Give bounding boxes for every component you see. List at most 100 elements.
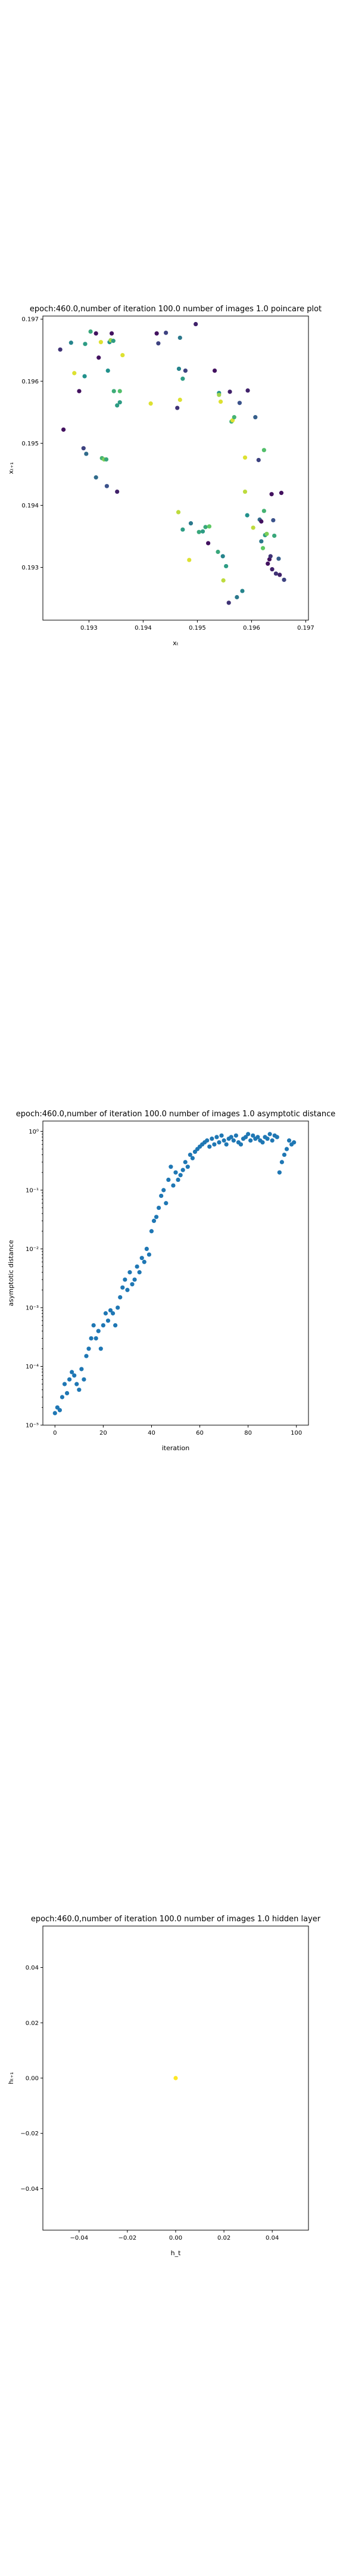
data-point xyxy=(164,1201,169,1206)
data-point xyxy=(125,1287,130,1292)
data-point xyxy=(132,1277,137,1282)
data-point xyxy=(265,1137,270,1141)
data-point xyxy=(277,1170,282,1175)
data-point xyxy=(173,2076,178,2080)
data-point xyxy=(273,571,278,576)
data-point xyxy=(175,405,180,410)
data-point xyxy=(127,1270,132,1275)
x-tick-label: 40 xyxy=(148,1430,155,1436)
data-point xyxy=(277,572,282,577)
y-tick-label: −0.04 xyxy=(20,2186,39,2193)
data-point xyxy=(164,330,169,335)
data-point xyxy=(120,352,125,358)
data-point xyxy=(220,554,225,559)
data-point xyxy=(82,1377,86,1382)
x-tick-label: 0.02 xyxy=(217,2235,230,2241)
data-point xyxy=(197,530,201,534)
data-point xyxy=(264,531,269,536)
data-point xyxy=(286,1138,292,1143)
data-point xyxy=(111,339,116,343)
data-point xyxy=(270,567,275,572)
data-point xyxy=(212,368,217,373)
data-point xyxy=(219,1133,224,1138)
x-tick-label: 80 xyxy=(244,1430,252,1436)
data-point xyxy=(169,1165,173,1169)
data-point xyxy=(282,577,286,582)
x-tick-label: 0.195 xyxy=(189,625,206,631)
data-point xyxy=(79,1367,84,1371)
x-tick-label: −0.02 xyxy=(119,2235,137,2241)
data-point xyxy=(98,340,103,345)
data-point xyxy=(117,400,122,405)
data-point xyxy=(212,1142,217,1147)
data-point xyxy=(88,329,93,334)
data-point xyxy=(176,366,182,371)
data-point xyxy=(115,403,120,408)
data-point xyxy=(206,541,211,546)
data-point xyxy=(224,1142,229,1147)
data-point xyxy=(275,1135,279,1140)
data-point xyxy=(242,489,248,494)
data-point xyxy=(224,564,229,569)
data-point xyxy=(93,475,98,480)
data-point xyxy=(245,388,250,393)
data-point xyxy=(243,1135,248,1140)
data-point xyxy=(149,1229,154,1234)
data-point xyxy=(157,1205,161,1210)
data-point xyxy=(110,1311,116,1316)
data-point xyxy=(259,539,264,544)
data-point xyxy=(70,1370,74,1374)
x-tick-label: 60 xyxy=(196,1430,204,1436)
data-point xyxy=(214,1135,219,1140)
data-point xyxy=(91,1323,96,1328)
data-point xyxy=(62,1382,67,1386)
y-axis-label: asymptotic distance xyxy=(7,1240,15,1306)
data-point xyxy=(276,556,281,561)
y-axis-label: hₜ₊₁ xyxy=(7,2072,15,2084)
data-point xyxy=(177,335,182,340)
data-point xyxy=(171,1183,176,1188)
data-point xyxy=(256,457,261,463)
data-point xyxy=(261,448,266,453)
y-tick-label: 0.04 xyxy=(26,1965,39,1971)
data-point xyxy=(135,1264,139,1269)
data-point xyxy=(190,1156,195,1160)
x-axis-label: xₜ xyxy=(173,639,179,647)
y-tick-label: 10⁻³ xyxy=(26,1305,39,1311)
data-point xyxy=(188,1152,192,1157)
data-point xyxy=(166,1177,171,1182)
x-tick-label: 0.194 xyxy=(135,625,152,631)
data-point xyxy=(185,1165,190,1169)
x-tick-label: 0 xyxy=(53,1430,57,1436)
data-point xyxy=(205,1138,210,1143)
data-point xyxy=(231,1138,236,1143)
data-point xyxy=(116,1305,120,1310)
poincare-plot-figure: epoch:460.0,number of iteration 100.0 nu… xyxy=(0,292,343,674)
data-point xyxy=(84,451,89,456)
data-point xyxy=(108,1308,113,1313)
data-point xyxy=(84,1354,89,1358)
data-point xyxy=(148,401,153,406)
data-point xyxy=(248,1138,253,1143)
y-tick-label: 0.196 xyxy=(21,379,39,385)
x-tick-label: 0.193 xyxy=(80,625,98,631)
axes-frame xyxy=(42,1120,309,1426)
data-point xyxy=(176,1177,180,1182)
data-point xyxy=(284,1147,289,1151)
data-point xyxy=(251,1133,255,1138)
data-point xyxy=(67,1377,72,1382)
data-point xyxy=(180,1168,185,1172)
data-point xyxy=(72,371,77,376)
data-point xyxy=(161,1188,166,1193)
data-point xyxy=(103,1311,108,1316)
data-point xyxy=(183,1160,188,1165)
data-point xyxy=(237,401,242,405)
data-point xyxy=(261,509,266,513)
data-point xyxy=(266,561,270,566)
x-axis-label: iteration xyxy=(162,1444,189,1452)
data-point xyxy=(242,455,248,460)
chart-title: epoch:460.0,number of iteration 100.0 nu… xyxy=(31,1915,321,1924)
y-tick-label: −0.02 xyxy=(20,2131,39,2137)
data-point xyxy=(235,595,239,600)
x-axis-label: h_t xyxy=(171,2249,181,2257)
